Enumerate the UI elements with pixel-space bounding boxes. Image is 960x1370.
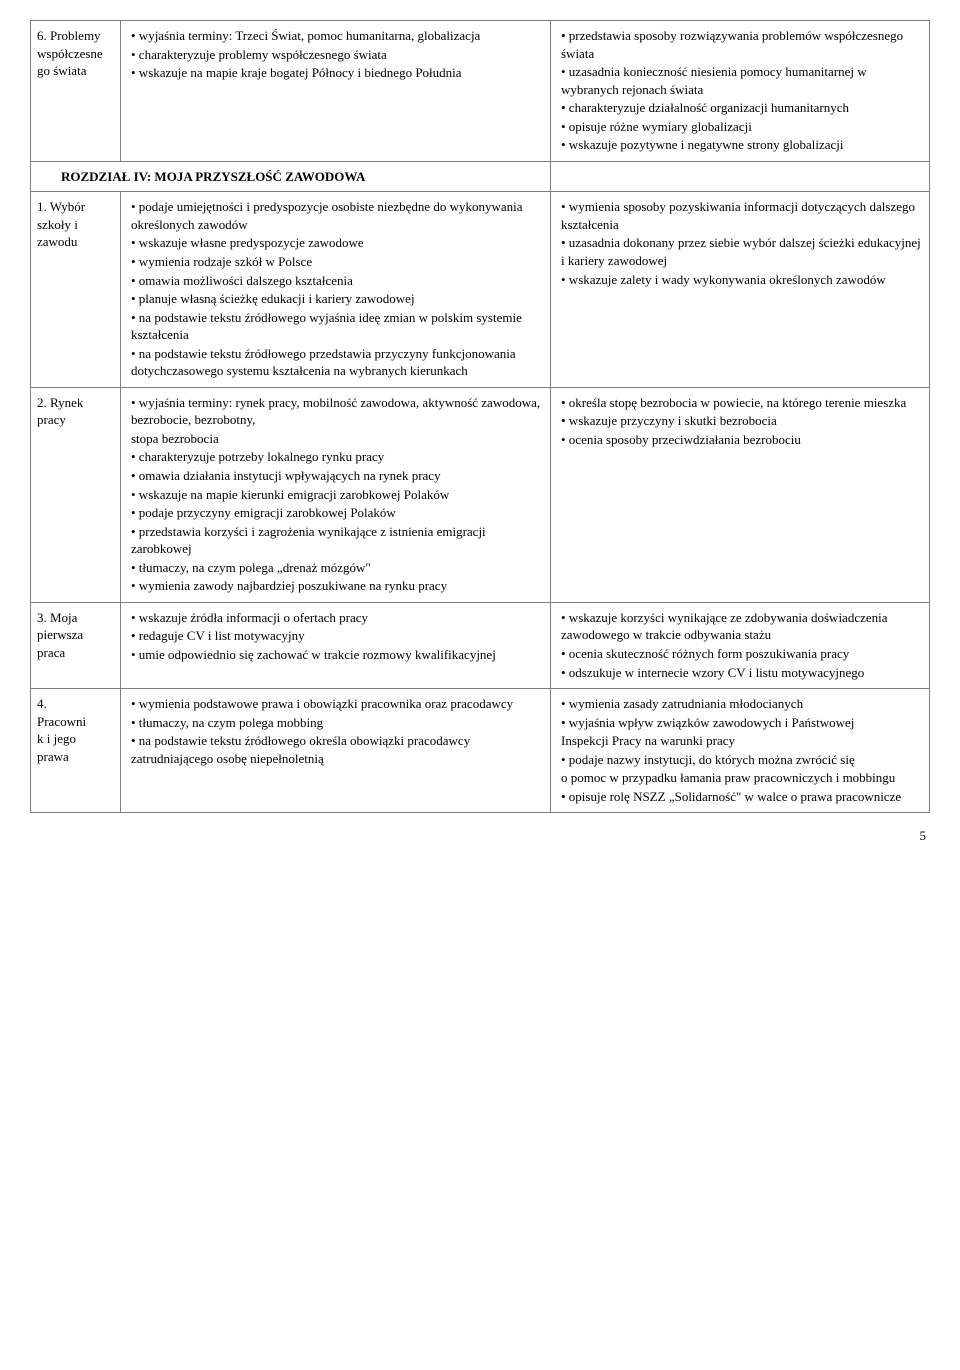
label-line: współczesne: [37, 45, 114, 63]
extended-requirements: • przedstawia sposoby rozwiązywania prob…: [551, 21, 930, 162]
bullet: • wskazuje źródła informacji o ofertach …: [131, 609, 542, 627]
curriculum-table: 6. Problemy współczesne go świata • wyja…: [30, 20, 930, 813]
bullet: • podaje nazwy instytucji, do których mo…: [561, 751, 921, 769]
extended-requirements: • wymienia zasady zatrudniania młodocian…: [551, 689, 930, 813]
label-line: pracy: [37, 411, 114, 429]
section-empty: [551, 161, 930, 192]
basic-requirements: • podaje umiejętności i predyspozycje os…: [121, 192, 551, 387]
extended-requirements: • określa stopę bezrobocia w powiecie, n…: [551, 387, 930, 602]
label-line: 1. Wybór: [37, 198, 114, 216]
bullet: • opisuje rolę NSZZ „Solidarność" w walc…: [561, 788, 921, 806]
bullet: • wskazuje pozytywne i negatywne strony …: [561, 136, 921, 154]
table-row: 4. Pracowni k i jego prawa • wymienia po…: [31, 689, 930, 813]
basic-requirements: • wyjaśnia terminy: Trzeci Świat, pomoc …: [121, 21, 551, 162]
bullet: • podaje umiejętności i predyspozycje os…: [131, 198, 542, 233]
bullet: • na podstawie tekstu źródłowego wyjaśni…: [131, 309, 542, 344]
label-line: 2. Rynek: [37, 394, 114, 412]
bullet: stopa bezrobocia: [131, 430, 542, 448]
bullet: • ocenia skuteczność różnych form poszuk…: [561, 645, 921, 663]
bullet: • tłumaczy, na czym polega „drenaż mózgó…: [131, 559, 542, 577]
label-line: zawodu: [37, 233, 114, 251]
table-row: 1. Wybór szkoły i zawodu • podaje umieję…: [31, 192, 930, 387]
bullet: • wskazuje przyczyny i skutki bezrobocia: [561, 412, 921, 430]
bullet: • wymienia podstawowe prawa i obowiązki …: [131, 695, 542, 713]
bullet: • omawia działania instytucji wpływający…: [131, 467, 542, 485]
bullet: • charakteryzuje problemy współczesnego …: [131, 46, 542, 64]
label-line: szkoły i: [37, 216, 114, 234]
label-line: go świata: [37, 62, 114, 80]
bullet: • wskazuje własne predyspozycje zawodowe: [131, 234, 542, 252]
bullet: • wskazuje na mapie kraje bogatej Północ…: [131, 64, 542, 82]
bullet: • omawia możliwości dalszego kształcenia: [131, 272, 542, 290]
bullet: • wymienia zawody najbardziej poszukiwan…: [131, 577, 542, 595]
basic-requirements: • wskazuje źródła informacji o ofertach …: [121, 602, 551, 688]
topic-label: 6. Problemy współczesne go świata: [31, 21, 121, 162]
bullet: • wymienia zasady zatrudniania młodocian…: [561, 695, 921, 713]
extended-requirements: • wymienia sposoby pozyskiwania informac…: [551, 192, 930, 387]
bullet: • charakteryzuje działalność organizacji…: [561, 99, 921, 117]
topic-label: 4. Pracowni k i jego prawa: [31, 689, 121, 813]
bullet: • na podstawie tekstu źródłowego określa…: [131, 732, 542, 767]
basic-requirements: • wyjaśnia terminy: rynek pracy, mobilno…: [121, 387, 551, 602]
bullet: o pomoc w przypadku łamania praw pracown…: [561, 769, 921, 787]
table-row: 2. Rynek pracy • wyjaśnia terminy: rynek…: [31, 387, 930, 602]
bullet: • uzasadnia dokonany przez siebie wybór …: [561, 234, 921, 269]
bullet: • wyjaśnia wpływ związków zawodowych i P…: [561, 714, 921, 732]
bullet: • charakteryzuje potrzeby lokalnego rynk…: [131, 448, 542, 466]
label-line: 4.: [37, 695, 114, 713]
topic-label: 3. Moja pierwsza praca: [31, 602, 121, 688]
label-line: 6. Problemy: [37, 27, 114, 45]
label-line: 3. Moja: [37, 609, 114, 627]
bullet: • wskazuje korzyści wynikające ze zdobyw…: [561, 609, 921, 644]
bullet: • odszukuje w internecie wzory CV i list…: [561, 664, 921, 682]
section-header-row: ROZDZIAŁ IV: MOJA PRZYSZŁOŚĆ ZAWODOWA: [31, 161, 930, 192]
bullet: • redaguje CV i list motywacyjny: [131, 627, 542, 645]
bullet: • wymienia rodzaje szkół w Polsce: [131, 253, 542, 271]
label-line: prawa: [37, 748, 114, 766]
bullet: • wyjaśnia terminy: Trzeci Świat, pomoc …: [131, 27, 542, 45]
bullet: • przedstawia sposoby rozwiązywania prob…: [561, 27, 921, 62]
table-row: 6. Problemy współczesne go świata • wyja…: [31, 21, 930, 162]
label-line: pierwsza: [37, 626, 114, 644]
bullet: • uzasadnia konieczność niesienia pomocy…: [561, 63, 921, 98]
table-row: 3. Moja pierwsza praca • wskazuje źródła…: [31, 602, 930, 688]
bullet: • określa stopę bezrobocia w powiecie, n…: [561, 394, 921, 412]
topic-label: 1. Wybór szkoły i zawodu: [31, 192, 121, 387]
section-title: ROZDZIAŁ IV: MOJA PRZYSZŁOŚĆ ZAWODOWA: [31, 161, 551, 192]
bullet: • opisuje różne wymiary globalizacji: [561, 118, 921, 136]
topic-label: 2. Rynek pracy: [31, 387, 121, 602]
bullet: • tłumaczy, na czym polega mobbing: [131, 714, 542, 732]
bullet: Inspekcji Pracy na warunki pracy: [561, 732, 921, 750]
extended-requirements: • wskazuje korzyści wynikające ze zdobyw…: [551, 602, 930, 688]
bullet: • podaje przyczyny emigracji zarobkowej …: [131, 504, 542, 522]
bullet: • ocenia sposoby przeciwdziałania bezrob…: [561, 431, 921, 449]
bullet: • wskazuje zalety i wady wykonywania okr…: [561, 271, 921, 289]
label-line: k i jego: [37, 730, 114, 748]
bullet: • planuje własną ścieżkę edukacji i kari…: [131, 290, 542, 308]
bullet: • wskazuje na mapie kierunki emigracji z…: [131, 486, 542, 504]
basic-requirements: • wymienia podstawowe prawa i obowiązki …: [121, 689, 551, 813]
page-number: 5: [30, 827, 930, 845]
bullet: • przedstawia korzyści i zagrożenia wyni…: [131, 523, 542, 558]
label-line: Pracowni: [37, 713, 114, 731]
bullet: • wyjaśnia terminy: rynek pracy, mobilno…: [131, 394, 542, 429]
bullet: • na podstawie tekstu źródłowego przedst…: [131, 345, 542, 380]
label-line: praca: [37, 644, 114, 662]
bullet: • wymienia sposoby pozyskiwania informac…: [561, 198, 921, 233]
bullet: • umie odpowiednio się zachować w trakci…: [131, 646, 542, 664]
